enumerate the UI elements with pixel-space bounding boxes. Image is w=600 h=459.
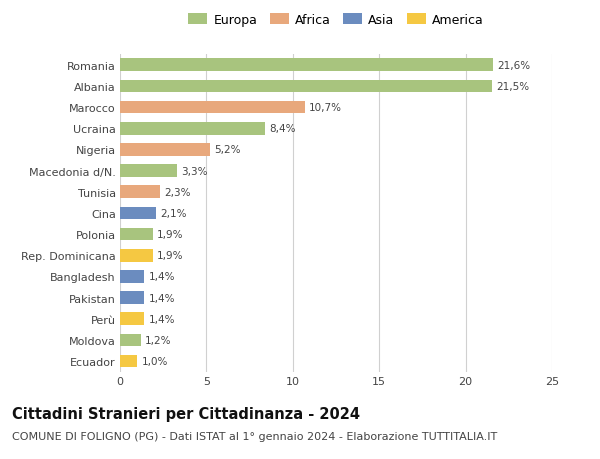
Text: COMUNE DI FOLIGNO (PG) - Dati ISTAT al 1° gennaio 2024 - Elaborazione TUTTITALIA: COMUNE DI FOLIGNO (PG) - Dati ISTAT al 1… (12, 431, 497, 442)
Text: 2,3%: 2,3% (164, 187, 191, 197)
Bar (120, 186, 160, 199)
Bar (120, 355, 137, 368)
Text: 10,7%: 10,7% (309, 103, 342, 113)
Bar (120, 59, 493, 72)
Text: Cittadini Stranieri per Cittadinanza - 2024: Cittadini Stranieri per Cittadinanza - 2… (12, 406, 360, 421)
Text: 1,9%: 1,9% (157, 230, 184, 240)
Text: 8,4%: 8,4% (269, 124, 296, 134)
Text: 5,2%: 5,2% (214, 145, 241, 155)
Text: 1,4%: 1,4% (149, 314, 175, 324)
Text: 21,5%: 21,5% (496, 82, 529, 92)
Bar (120, 313, 144, 325)
Text: 3,3%: 3,3% (181, 166, 208, 176)
Text: 1,4%: 1,4% (149, 293, 175, 303)
Text: 1,4%: 1,4% (149, 272, 175, 282)
Bar (120, 207, 156, 220)
Text: 1,9%: 1,9% (157, 251, 184, 261)
Text: 1,0%: 1,0% (142, 356, 168, 366)
Bar (120, 334, 141, 347)
Bar (120, 291, 144, 304)
Bar (120, 165, 177, 178)
Bar (120, 101, 305, 114)
Legend: Europa, Africa, Asia, America: Europa, Africa, Asia, America (184, 9, 488, 32)
Text: 21,6%: 21,6% (497, 61, 530, 71)
Text: 1,2%: 1,2% (145, 335, 172, 345)
Bar (120, 123, 265, 135)
Text: 2,1%: 2,1% (161, 208, 187, 218)
Bar (120, 144, 210, 157)
Bar (120, 80, 491, 93)
Bar (120, 270, 144, 283)
Bar (120, 249, 153, 262)
Bar (120, 228, 153, 241)
